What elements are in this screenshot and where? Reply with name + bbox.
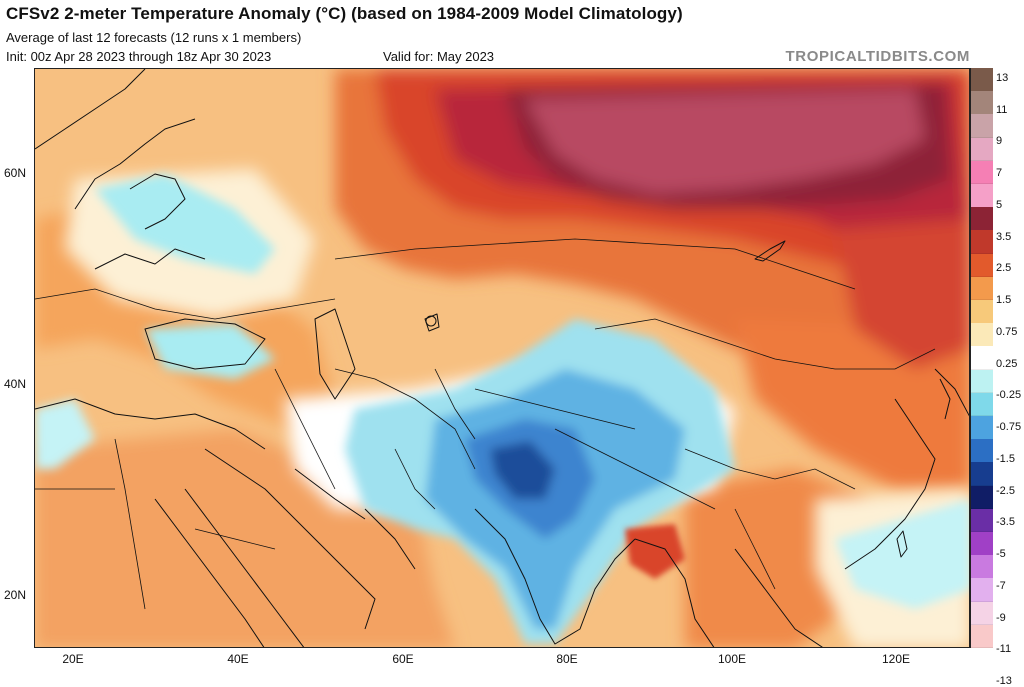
colorbar-swatch (971, 160, 993, 185)
init-time: Init: 00z Apr 28 2023 through 18z Apr 30… (6, 49, 272, 64)
colorbar (970, 68, 993, 649)
colorbar-swatch (971, 416, 993, 440)
colorbar-swatch (971, 253, 993, 278)
colorbar-swatch (971, 462, 993, 487)
colorbar-swatch (971, 555, 993, 579)
colorbar-swatch (971, 230, 993, 255)
colorbar-swatch (971, 91, 993, 115)
lat-label-20n: 20N (4, 588, 27, 602)
colorbar-label: -3.5 (996, 516, 1015, 529)
colorbar-swatch (971, 369, 993, 394)
header: CFSv2 2-meter Temperature Anomaly (°C) (… (0, 0, 1024, 68)
anomaly-field-cool (35, 174, 969, 644)
colorbar-swatch (971, 392, 993, 417)
colorbar-label: 0.25 (996, 357, 1018, 370)
colorbar-swatch (971, 68, 993, 92)
colorbar-label: -11 (996, 643, 1012, 656)
colorbar-swatch (971, 323, 993, 347)
lat-label-40n: 40N (4, 377, 27, 391)
colorbar-swatch (971, 485, 993, 510)
lon-label-40e: 40E (227, 652, 249, 666)
colorbar-label: -0.25 (996, 389, 1022, 402)
colorbar-swatch (971, 346, 993, 371)
lat-label-60n: 60N (4, 166, 27, 180)
colorbar-swatch (971, 114, 993, 139)
valid-time: Valid for: May 2023 (383, 49, 495, 64)
lon-label-80e: 80E (556, 652, 578, 666)
colorbar-label: 2.5 (996, 262, 1012, 275)
colorbar-label: 1.5 (996, 294, 1012, 307)
colorbar-swatch (971, 578, 993, 603)
colorbar-label: 0.75 (996, 325, 1018, 338)
colorbar-label: -5 (996, 548, 1006, 561)
colorbar-label: -1.5 (996, 452, 1015, 465)
anomaly-field-hotspot (625, 524, 685, 579)
colorbar-label: 5 (996, 198, 1003, 211)
colorbar-label: -7 (996, 579, 1006, 592)
colorbar-label: 7 (996, 167, 1003, 180)
coastlines (35, 69, 969, 647)
colorbar-swatch (971, 439, 993, 463)
colorbar-swatch (971, 137, 993, 162)
colorbar-label: -13 (996, 675, 1012, 687)
lon-label-20e: 20E (62, 652, 84, 666)
colorbar-swatch (971, 207, 993, 231)
colorbar-swatch (971, 532, 993, 556)
colorbar-label: -9 (996, 611, 1006, 624)
colorbar-swatch (971, 184, 993, 208)
colorbar-label: 3.5 (996, 230, 1012, 243)
colorbar-swatch (971, 624, 993, 649)
lon-label-60e: 60E (392, 652, 414, 666)
colorbar-swatch (971, 300, 993, 324)
watermark: TROPICALTIDBITS.COM (785, 48, 970, 65)
map-title: CFSv2 2-meter Temperature Anomaly (°C) (… (6, 4, 683, 23)
map-panel (34, 68, 970, 648)
colorbar-swatch (971, 508, 993, 533)
colorbar-label: 9 (996, 135, 1003, 148)
map-subtitle: Average of last 12 forecasts (12 runs x … (6, 30, 302, 45)
colorbar-label: -0.75 (996, 421, 1022, 434)
colorbar-label: 11 (996, 103, 1008, 116)
lon-label-100e: 100E (717, 652, 747, 666)
colorbar-swatch (971, 276, 993, 301)
colorbar-label: -2.5 (996, 484, 1015, 497)
country-borders (35, 238, 936, 610)
lon-label-120e: 120E (881, 652, 911, 666)
colorbar-label: 13 (996, 72, 1009, 84)
colorbar-swatch (971, 601, 993, 626)
anomaly-map (35, 69, 969, 647)
